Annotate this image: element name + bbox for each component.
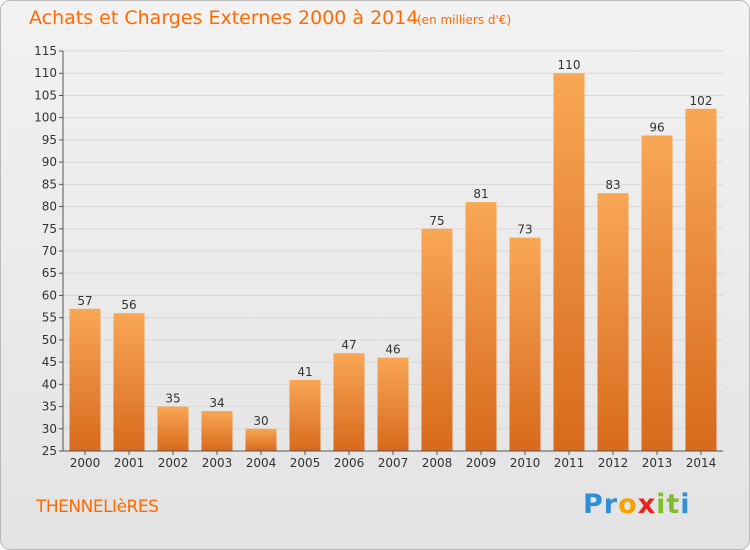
x-tick-label: 2000 <box>70 456 101 470</box>
bar <box>201 411 233 451</box>
bar <box>685 108 717 452</box>
x-tick-label: 2009 <box>466 456 497 470</box>
bar <box>597 193 629 451</box>
x-tick-label: 2013 <box>642 456 673 470</box>
data-label: 34 <box>209 396 224 410</box>
data-label: 110 <box>558 58 581 72</box>
x-tick-label: 2006 <box>334 456 365 470</box>
chart-title: Achats et Charges Externes 2000 à 2014 <box>29 7 419 29</box>
logo-letter: r <box>603 489 619 520</box>
bar <box>289 379 321 451</box>
data-label: 83 <box>605 178 620 192</box>
data-label: 75 <box>429 214 444 228</box>
x-tick-label: 2014 <box>686 456 717 470</box>
x-tick-label: 2004 <box>246 456 277 470</box>
logo-letter: o <box>618 489 638 520</box>
y-tick-label: 100 <box>34 111 57 125</box>
data-label: 30 <box>253 414 268 428</box>
proxiti-logo[interactable]: Proxiti <box>583 489 691 520</box>
y-tick-label: 25 <box>42 444 57 458</box>
y-tick-label: 30 <box>42 422 57 436</box>
x-tick-label: 2012 <box>598 456 629 470</box>
y-tick-label: 80 <box>42 200 57 214</box>
bars: 57 56 35 34 30 41 47 46 75 81 73 110 83 96 102 <box>69 58 717 452</box>
data-label: 47 <box>341 338 356 352</box>
bar <box>377 357 409 451</box>
y-tick-label: 70 <box>42 244 57 258</box>
data-label: 56 <box>121 298 136 312</box>
y-tick-label: 115 <box>34 44 57 58</box>
bar <box>113 313 145 451</box>
axes: 25 30 35 40 45 50 55 60 65 70 75 80 85 90 95 100 105 110 1… <box>34 44 723 470</box>
x-tick-label: 2008 <box>422 456 453 470</box>
x-tick-label: 2001 <box>114 456 145 470</box>
y-tick-label: 60 <box>42 288 57 302</box>
bar <box>509 237 541 451</box>
y-tick-label: 95 <box>42 133 57 147</box>
data-label: 57 <box>77 294 92 308</box>
commune-name: THENNELIèRES <box>36 497 159 517</box>
y-tick-label: 55 <box>42 311 57 325</box>
x-tick-label: 2003 <box>202 456 233 470</box>
y-tick-label: 40 <box>42 377 57 391</box>
y-tick-label: 85 <box>42 177 57 191</box>
y-tick-label: 65 <box>42 266 57 280</box>
data-label: 81 <box>473 187 488 201</box>
logo-letter: i <box>656 489 667 520</box>
bar <box>333 353 365 451</box>
x-tick-label: 2005 <box>290 456 321 470</box>
logo-letter: t <box>666 489 681 520</box>
x-tick-label: 2010 <box>510 456 541 470</box>
y-tick-label: 50 <box>42 333 57 347</box>
x-tick-label: 2002 <box>158 456 189 470</box>
data-label: 102 <box>690 94 713 108</box>
y-tick-label: 90 <box>42 155 57 169</box>
bar <box>553 73 585 451</box>
bar <box>69 308 101 451</box>
bar <box>465 202 497 451</box>
bar <box>157 406 189 451</box>
bar <box>245 428 277 451</box>
y-tick-label: 35 <box>42 400 57 414</box>
data-label: 73 <box>517 223 532 237</box>
data-label: 46 <box>385 343 400 357</box>
y-tick-label: 45 <box>42 355 57 369</box>
x-tick-label: 2011 <box>554 456 585 470</box>
y-tick-label: 105 <box>34 88 57 102</box>
chart-subtitle: (en milliers d'€) <box>417 13 512 27</box>
data-label: 35 <box>165 392 180 406</box>
data-label: 41 <box>297 365 312 379</box>
bar <box>421 228 453 451</box>
data-label: 96 <box>649 120 664 134</box>
y-tick-label: 110 <box>34 66 57 80</box>
logo-letter: x <box>637 489 657 520</box>
bar <box>641 135 673 451</box>
logo-letter: P <box>583 489 604 520</box>
y-tick-label: 75 <box>42 222 57 236</box>
x-tick-label: 2007 <box>378 456 409 470</box>
logo-letter: i <box>680 489 691 520</box>
